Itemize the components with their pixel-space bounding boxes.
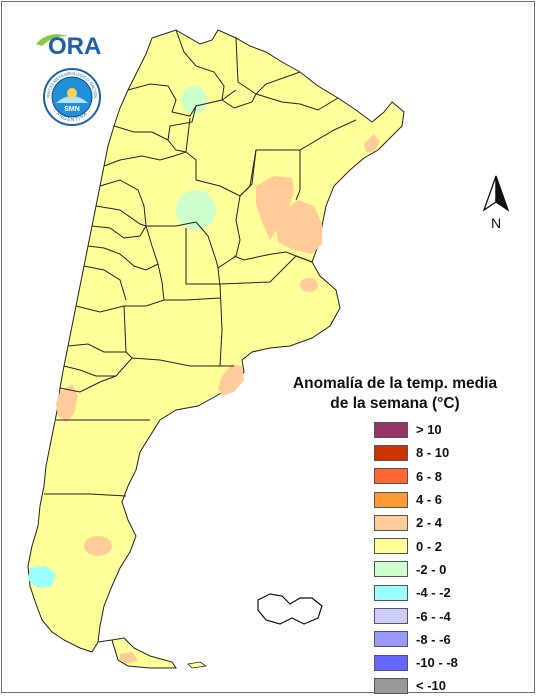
anomaly-bsas-coast	[218, 364, 244, 396]
anomaly-areas	[28, 86, 380, 664]
legend-label: 4 - 6	[416, 492, 443, 508]
legend-label: 0 - 2	[416, 538, 443, 554]
legend-swatch	[374, 654, 408, 671]
anomaly-northeast	[256, 176, 294, 240]
legend-swatch	[374, 514, 408, 531]
tierra-del-fuego	[111, 637, 177, 669]
legend-swatch	[374, 631, 408, 648]
leaf-icon	[36, 34, 68, 46]
legend-label: 2 - 4	[416, 515, 443, 531]
legend-item: 4 - 6	[374, 488, 458, 511]
legend-item: 2 - 4	[374, 511, 458, 534]
legend-swatch	[374, 561, 408, 578]
north-arrow-icon: N	[482, 175, 510, 231]
legend-title-line1: Anomalía de la temp. media	[292, 375, 498, 392]
north-label: N	[491, 215, 501, 231]
anomaly-northwest	[181, 86, 207, 114]
legend-label: -10 - -8	[416, 655, 458, 671]
isla-de-los-estados	[187, 661, 208, 669]
legend-swatch	[374, 584, 408, 601]
legend-item: -10 - -8	[374, 651, 458, 674]
legend-item: 6 - 8	[374, 465, 458, 488]
legend-label: < -10	[416, 678, 446, 694]
ora-logo: ORA	[36, 33, 101, 60]
legend-swatch	[374, 421, 408, 438]
legend-swatch	[374, 468, 408, 485]
legend-swatch	[374, 608, 408, 625]
legend-swatch	[374, 491, 408, 508]
legend-label: 8 - 10	[416, 445, 450, 461]
seal-inner-text: SMN	[64, 106, 80, 113]
legend-item: -2 - 0	[374, 558, 458, 581]
legend-item: 0 - 2	[374, 534, 458, 557]
province-borders	[44, 29, 357, 643]
anomaly-central	[176, 190, 216, 230]
legend-label: -4 - -2	[416, 585, 451, 601]
smn-seal: SMN SERVICIO METEOROLOGICO NACIONAL ARGE…	[42, 67, 101, 126]
anomaly-patagonia-west	[56, 384, 78, 422]
legend-label: 6 - 8	[416, 468, 443, 484]
legend-item: -6 - -4	[374, 604, 458, 627]
legend-label: > 10	[416, 422, 442, 438]
legend-item: -4 - -2	[374, 581, 458, 604]
legend-label: -2 - 0	[416, 561, 447, 577]
legend-item: 8 - 10	[374, 441, 458, 464]
legend-swatch	[374, 444, 408, 461]
legend-label: -8 - -6	[416, 631, 451, 647]
anomaly-santa-cruz-sw	[28, 566, 56, 588]
logo-text: ORA	[48, 33, 101, 60]
country-outline	[27, 29, 405, 669]
legend-swatch	[374, 538, 408, 555]
legend-item: < -10	[374, 674, 458, 697]
legend: > 10 8 - 10 6 - 8 4 - 6 2 - 4 0 - 2 -2 - 0 -4 -…	[374, 418, 458, 698]
anomaly-entre-rios	[276, 200, 322, 254]
anomaly-misiones	[364, 134, 380, 152]
legend-item: > 10	[374, 418, 458, 441]
legend-title: Anomalía de la temp. media de la semana …	[290, 374, 500, 414]
legend-label: -6 - -4	[416, 608, 451, 624]
islas-malvinas	[257, 593, 323, 625]
anomaly-tierra-del-fuego	[120, 652, 138, 664]
legend-item: -8 - -6	[374, 628, 458, 651]
legend-swatch	[374, 677, 408, 694]
anomaly-bsas-east	[300, 278, 318, 292]
mainland-argentina	[27, 29, 405, 653]
legend-title-line2: de la semana (°C)	[330, 395, 460, 412]
anomaly-santa-cruz	[84, 536, 112, 556]
